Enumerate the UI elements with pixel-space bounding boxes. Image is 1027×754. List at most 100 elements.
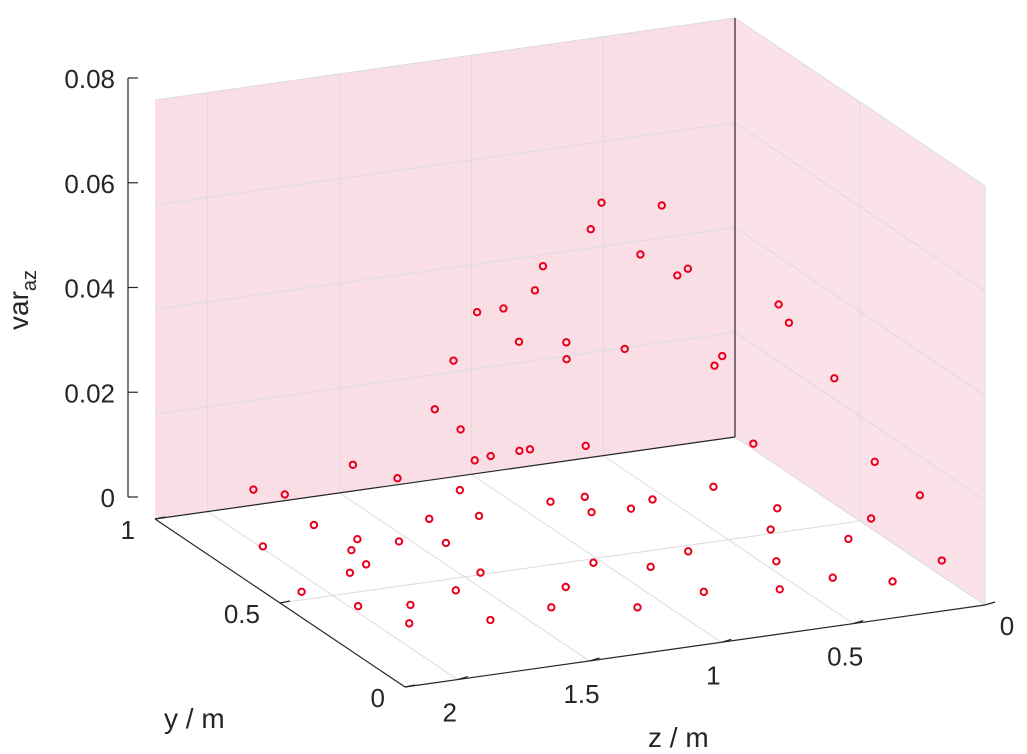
data-point: [345, 568, 355, 577]
data-point: [347, 546, 356, 555]
grid-line-side-z: [734, 331, 986, 501]
grid-line-side-z: [734, 436, 986, 606]
data-point: [870, 457, 879, 467]
floor-back-edge: [154, 436, 736, 520]
data-point: [361, 560, 371, 569]
data-point: [699, 587, 709, 597]
data-point: [775, 585, 784, 594]
data-point: [499, 304, 508, 313]
z-tick-label: 0: [101, 483, 115, 513]
data-point: [249, 485, 258, 494]
z-tick-label: 0.06: [64, 169, 115, 199]
data-point: [486, 451, 495, 461]
data-point: [561, 582, 570, 592]
data-point: [620, 344, 629, 354]
data-point: [258, 542, 268, 551]
data-point: [683, 264, 693, 273]
data-point: [405, 619, 414, 628]
data-point: [530, 286, 540, 295]
x-tick-mark: [721, 638, 732, 643]
data-point: [597, 198, 606, 207]
data-point: [657, 201, 666, 210]
x-tick-mark: [853, 620, 864, 625]
data-point: [451, 586, 461, 595]
y-tick-label: 0: [371, 683, 385, 713]
data-point: [348, 460, 358, 469]
data-point: [684, 547, 693, 556]
data-point: [297, 587, 306, 597]
data-point: [393, 474, 402, 483]
x-tick-label: 0.5: [827, 642, 863, 672]
data-point: [587, 507, 596, 517]
data-point: [673, 271, 682, 280]
z-tick-label: 0.08: [64, 64, 115, 94]
data-point: [773, 504, 782, 513]
grid-line-floor-y: [279, 520, 861, 604]
z-axis-title-sub: az: [19, 270, 41, 291]
data-point: [709, 482, 718, 492]
y-tick-label: 0.5: [224, 599, 260, 629]
x-tick-mark: [589, 657, 600, 662]
data-point: [866, 514, 876, 523]
data-point: [915, 491, 925, 500]
data-point: [710, 361, 719, 370]
z-axis-title: varaz: [3, 270, 41, 330]
data-point: [646, 562, 655, 572]
data-point: [766, 525, 775, 534]
data-point: [586, 225, 595, 234]
data-point: [514, 337, 524, 346]
data-point: [470, 456, 479, 465]
data-point: [589, 558, 598, 567]
data-point: [626, 504, 636, 513]
data-point: [772, 557, 781, 566]
data-point: [888, 577, 897, 586]
grid-line-wall-z: [154, 331, 736, 415]
x-tick-label: 2: [442, 698, 456, 728]
data-point: [456, 425, 465, 434]
data-point: [474, 511, 484, 521]
grid-line-side-z: [734, 122, 986, 292]
data-point: [449, 356, 458, 365]
data-point: [749, 439, 758, 448]
data-points: [249, 198, 947, 628]
data-point: [581, 441, 590, 451]
grid-line-wall-z: [154, 227, 736, 310]
data-point: [394, 537, 404, 546]
data-point: [538, 262, 548, 271]
x-tick-label: 1.5: [563, 679, 599, 709]
data-point: [441, 538, 451, 548]
data-point: [280, 490, 289, 499]
grid-line-side-z: [734, 17, 986, 187]
grid-line-side-z: [734, 227, 986, 396]
data-point: [515, 446, 524, 456]
grid-line-wall-z: [154, 17, 736, 101]
data-point: [353, 601, 363, 611]
data-point: [562, 355, 571, 364]
data-point: [525, 445, 535, 454]
x-axis-line: [404, 604, 986, 688]
y-tick-mark: [154, 516, 166, 520]
y-tick-label: 1: [121, 515, 135, 545]
data-point: [718, 351, 727, 361]
x-tick-label: 1: [706, 660, 720, 690]
data-point: [547, 603, 556, 612]
data-point: [455, 485, 465, 495]
data-point: [309, 520, 319, 530]
data-point: [784, 318, 794, 327]
data-point: [828, 573, 837, 582]
data-point: [830, 374, 839, 383]
data-point: [472, 308, 482, 317]
data-point: [937, 556, 947, 565]
data-point: [425, 514, 434, 524]
z-tick-label: 0.02: [64, 378, 115, 408]
x-tick-mark: [457, 675, 468, 681]
data-point: [546, 497, 555, 506]
data-point: [353, 534, 362, 544]
x-tick-mark: [984, 601, 996, 606]
x-tick-label: 0: [1000, 611, 1014, 641]
data-point: [774, 300, 783, 309]
z-axis-title-main: var: [3, 291, 34, 330]
y-tick-mark: [404, 684, 416, 688]
